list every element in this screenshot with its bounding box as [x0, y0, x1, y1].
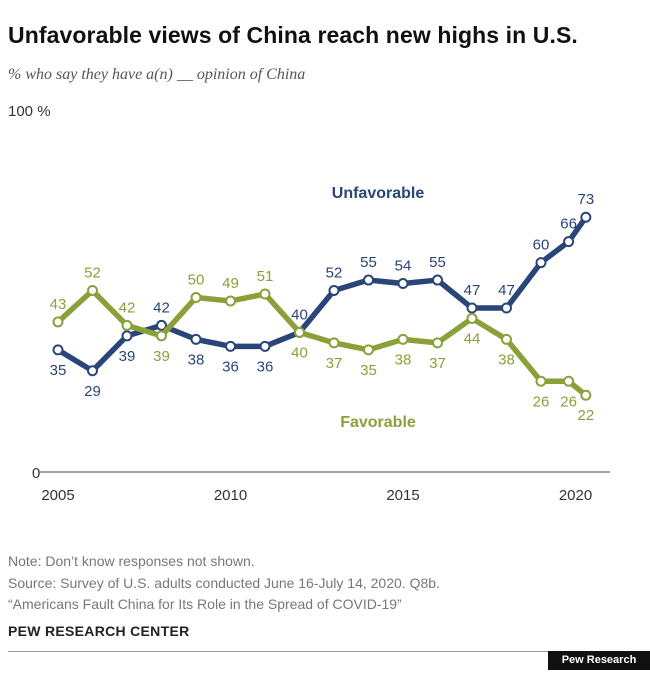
data-point-unfavorable — [397, 278, 409, 290]
data-label-favorable: 49 — [222, 275, 239, 292]
data-label-favorable: 52 — [84, 265, 101, 282]
y-top-label: 100 % — [8, 103, 51, 120]
data-label-favorable: 26 — [560, 393, 577, 410]
data-label-unfavorable: 55 — [360, 254, 377, 271]
data-label-favorable: 50 — [188, 272, 205, 289]
data-label-unfavorable: 55 — [429, 254, 446, 271]
data-label-favorable: 51 — [257, 268, 274, 285]
data-label-unfavorable: 54 — [395, 258, 412, 275]
data-point-favorable — [580, 389, 592, 401]
data-point-favorable — [397, 333, 409, 345]
footer-rule — [8, 651, 640, 652]
data-point-unfavorable — [580, 211, 592, 223]
data-point-favorable — [225, 295, 236, 307]
source-badge: Pew Research Center — [548, 651, 650, 685]
data-point-favorable — [87, 285, 98, 297]
data-label-favorable: 40 — [291, 344, 308, 361]
data-label-favorable: 35 — [360, 362, 377, 379]
data-point-unfavorable — [52, 344, 64, 356]
x-tick-label: 2010 — [214, 487, 247, 504]
data-label-unfavorable: 47 — [464, 282, 481, 299]
data-point-unfavorable — [535, 257, 547, 269]
chart-title: Unfavorable views of China reach new hig… — [8, 22, 578, 48]
data-point-favorable — [535, 375, 547, 387]
series-name-unfavorable: Unfavorable — [332, 185, 425, 202]
data-label-unfavorable: 73 — [578, 191, 595, 208]
data-label-favorable: 37 — [326, 355, 343, 372]
chart-subtitle: % who say they have a(n) __ opinion of C… — [8, 66, 306, 83]
data-label-favorable: 26 — [533, 393, 550, 410]
data-label-unfavorable: 47 — [498, 282, 515, 299]
data-point-unfavorable — [501, 302, 512, 314]
data-point-favorable — [294, 326, 305, 338]
x-tick-label: 2020 — [559, 487, 592, 504]
footer-note: Note: Don’t know responses not shown. — [8, 553, 255, 569]
data-point-unfavorable — [259, 340, 271, 352]
x-tick-label: 2005 — [41, 487, 74, 504]
data-point-favorable — [501, 333, 512, 345]
x-tick-label: 2015 — [386, 487, 419, 504]
data-point-favorable — [156, 330, 167, 342]
data-label-favorable: 37 — [429, 355, 446, 372]
data-label-favorable: 43 — [50, 296, 67, 313]
data-point-favorable — [52, 316, 64, 328]
series-name-favorable: Favorable — [340, 414, 416, 431]
data-point-unfavorable — [87, 365, 98, 377]
y-bottom-label: 0 — [32, 465, 40, 482]
data-point-unfavorable — [563, 236, 575, 248]
data-label-unfavorable: 40 — [291, 306, 308, 323]
data-point-favorable — [190, 292, 202, 303]
footer-report: “Americans Fault China for Its Role in t… — [8, 596, 402, 612]
data-point-unfavorable — [466, 302, 478, 314]
data-label-favorable: 44 — [464, 330, 481, 347]
data-label-unfavorable: 39 — [119, 348, 136, 365]
data-point-favorable — [563, 375, 575, 387]
data-label-favorable: 39 — [153, 348, 170, 365]
data-label-unfavorable: 29 — [84, 383, 101, 400]
data-point-unfavorable — [363, 274, 374, 286]
data-label-unfavorable: 42 — [153, 299, 170, 316]
data-label-unfavorable: 35 — [50, 362, 67, 379]
data-label-favorable: 22 — [578, 407, 595, 424]
org-name: PEW RESEARCH CENTER — [8, 623, 190, 639]
data-label-unfavorable: 60 — [533, 237, 550, 254]
footer-source: Source: Survey of U.S. adults conducted … — [8, 575, 440, 591]
data-label-favorable: 38 — [498, 351, 515, 368]
data-point-unfavorable — [156, 319, 167, 331]
data-label-unfavorable: 36 — [257, 358, 274, 375]
data-point-favorable — [259, 288, 271, 300]
data-point-favorable — [363, 344, 374, 356]
data-label-unfavorable: 36 — [222, 358, 239, 375]
data-point-unfavorable — [121, 330, 133, 342]
data-point-favorable — [432, 337, 443, 349]
data-point-unfavorable — [432, 274, 443, 286]
data-label-unfavorable: 38 — [188, 351, 205, 368]
data-point-favorable — [466, 312, 478, 324]
data-label-favorable: 42 — [119, 299, 136, 316]
data-point-unfavorable — [328, 285, 340, 297]
data-label-unfavorable: 66 — [560, 216, 577, 233]
data-point-favorable — [328, 337, 340, 349]
data-label-favorable: 38 — [395, 351, 412, 368]
data-point-unfavorable — [190, 333, 202, 345]
data-label-unfavorable: 52 — [326, 265, 343, 282]
data-point-favorable — [121, 319, 133, 331]
data-point-unfavorable — [225, 340, 236, 352]
